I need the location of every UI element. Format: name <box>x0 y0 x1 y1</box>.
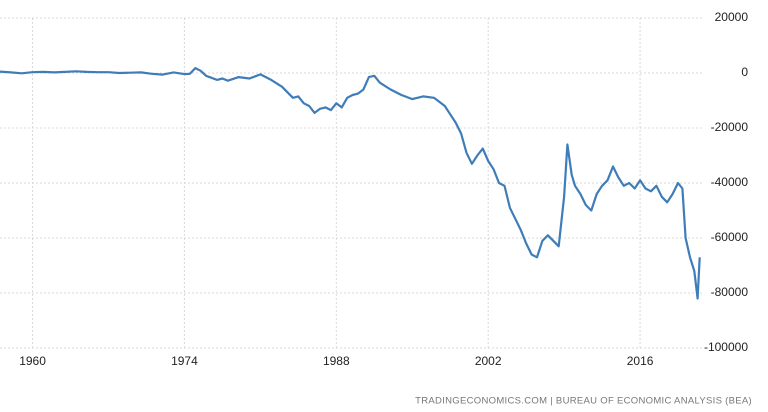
x-tick-label: 1988 <box>323 354 350 368</box>
x-tick-label: 2016 <box>627 354 654 368</box>
y-tick-label: -40000 <box>711 175 749 189</box>
y-tick-label: 0 <box>741 65 748 79</box>
x-tick-label: 1974 <box>171 354 198 368</box>
x-tick-label: 2002 <box>475 354 502 368</box>
source: TRADINGECONOMICS.COM | BUREAU OF ECONOMI… <box>415 396 752 407</box>
y-tick-label: -100000 <box>704 340 748 354</box>
y-tick-label: -80000 <box>711 285 749 299</box>
y-tick-label: -20000 <box>711 120 749 134</box>
x-tick-label: 1960 <box>19 354 46 368</box>
y-tick-label: -60000 <box>711 230 749 244</box>
y-tick-label: 20000 <box>715 10 749 24</box>
line-series <box>0 67 701 300</box>
